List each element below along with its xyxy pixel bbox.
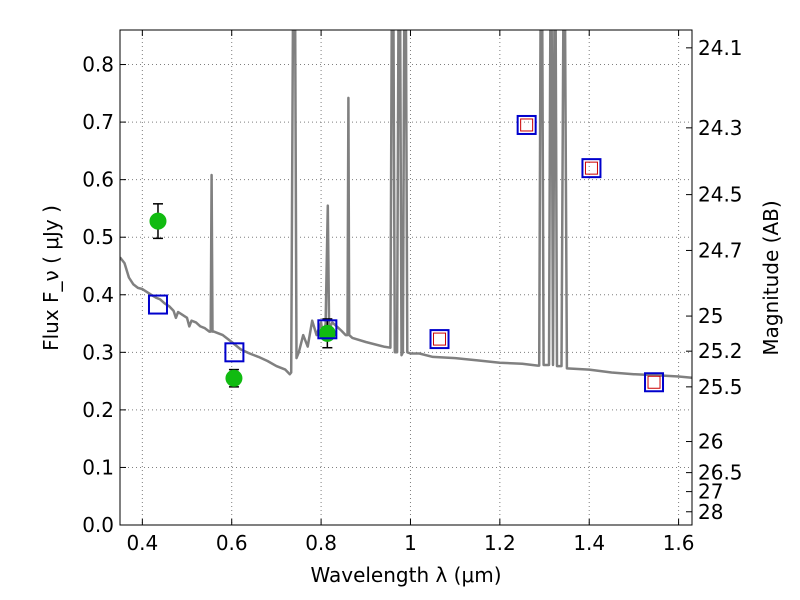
y-tick-label: 0.4 xyxy=(82,283,114,307)
y2-tick-label: 26 xyxy=(698,430,723,454)
model-point xyxy=(644,372,665,393)
y2-tick-label: 24.7 xyxy=(698,238,743,262)
x-tick-label: 1.6 xyxy=(663,531,695,555)
model-point xyxy=(224,342,245,363)
x-tick-label: 0.4 xyxy=(126,531,158,555)
model-point-inner xyxy=(520,118,534,132)
y-tick-label: 0.3 xyxy=(82,340,114,364)
x-axis-title: Wavelength λ (μm) xyxy=(310,563,501,587)
y2-tick-label: 27 xyxy=(698,480,723,504)
x-tick-label: 1.2 xyxy=(484,531,516,555)
y2-tick-label: 24.1 xyxy=(698,36,743,60)
spectrum xyxy=(120,30,692,379)
y2-tick-label: 24.5 xyxy=(698,183,743,207)
model-point xyxy=(516,114,537,135)
y-tick-label: 0.1 xyxy=(82,455,114,479)
observed-point xyxy=(149,212,167,230)
observed-point xyxy=(225,369,243,387)
model-point xyxy=(429,329,450,350)
model-point-inner xyxy=(584,161,598,175)
y-tick-label: 0.7 xyxy=(82,110,114,134)
photometry-points xyxy=(147,114,665,393)
y-tick-label: 0.8 xyxy=(82,53,114,77)
y2-axis-title: Magnitude (AB) xyxy=(759,200,783,355)
model-point xyxy=(317,319,338,340)
y-axis-title: Flux F_ν ( μJy ) xyxy=(39,205,63,351)
model-point xyxy=(581,158,602,179)
y2-tick-label: 26.5 xyxy=(698,461,743,485)
axis-ticks: 0.4 0.6 0.8 1 1.2 1.4 1.6 0.0 0.1 0.2 0.3 0.4 0.5 0.6… xyxy=(82,30,743,555)
y-tick-label: 0.2 xyxy=(82,398,114,422)
model-point xyxy=(147,294,168,315)
x-tick-label: 1 xyxy=(404,531,417,555)
y2-tick-label: 25 xyxy=(698,304,723,328)
y2-tick-label: 25.2 xyxy=(698,339,743,363)
y2-tick-label: 25.5 xyxy=(698,375,743,399)
x-tick-label: 1.4 xyxy=(573,531,605,555)
y2-tick-label: 28 xyxy=(698,500,723,524)
plot-frame xyxy=(119,29,693,526)
y2-tick-label: 24.3 xyxy=(698,116,743,140)
model-point-inner xyxy=(647,375,661,389)
spectrum-line xyxy=(120,30,692,379)
x-tick-label: 0.6 xyxy=(216,531,248,555)
x-tick-label: 0.8 xyxy=(305,531,337,555)
y-tick-label: 0.0 xyxy=(82,513,114,537)
y-tick-label: 0.5 xyxy=(82,225,114,249)
y-tick-label: 0.6 xyxy=(82,168,114,192)
model-point-inner xyxy=(433,332,447,346)
